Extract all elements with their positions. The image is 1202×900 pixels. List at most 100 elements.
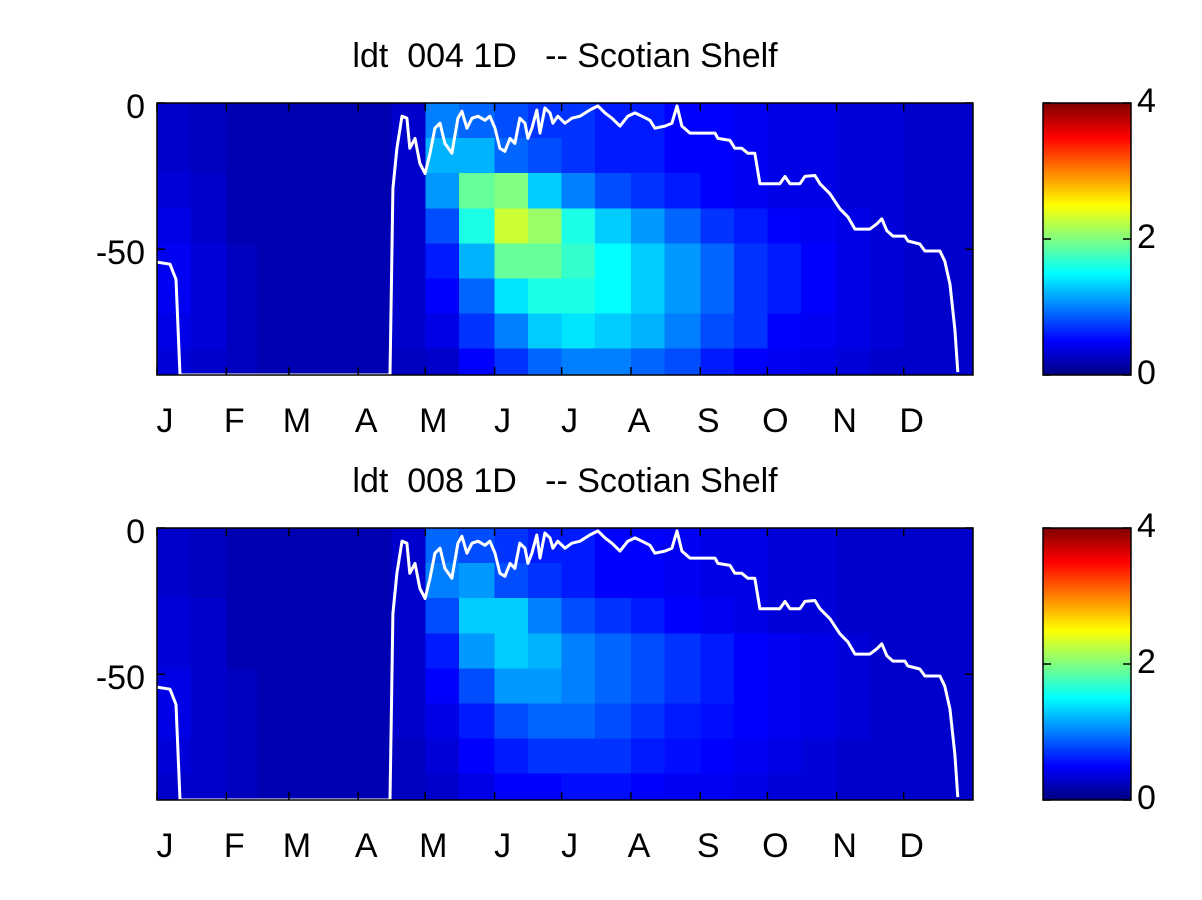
heatmap-cell	[561, 668, 596, 704]
heatmap-cell	[700, 138, 735, 174]
heatmap-cell	[561, 633, 596, 669]
y-tick-label: -50	[96, 234, 145, 272]
heatmap-cell	[700, 278, 735, 315]
heatmap-cell	[767, 668, 802, 704]
heatmap-cell	[903, 243, 938, 279]
heatmap-cell	[836, 278, 871, 315]
heatmap-cell	[257, 103, 290, 139]
heatmap-cell	[630, 138, 665, 174]
heatmap-cell	[767, 138, 802, 174]
heatmap-cell	[257, 313, 290, 350]
heatmap-cell	[836, 173, 871, 209]
heatmap-cell	[767, 773, 802, 801]
heatmap-cell	[288, 563, 323, 599]
heatmap-cell	[870, 773, 905, 801]
x-tick-label: J	[494, 827, 511, 865]
heatmap-cell	[836, 563, 871, 599]
heatmap-cell	[157, 738, 192, 775]
heatmap-cell	[528, 138, 563, 174]
heatmap-cell	[870, 243, 905, 279]
heatmap-cell	[595, 243, 632, 279]
heatmap-cell	[226, 313, 259, 350]
heatmap-cell	[288, 703, 323, 740]
heatmap-cell	[226, 633, 259, 669]
heatmap-cell	[226, 528, 259, 564]
x-tick-label: D	[899, 402, 924, 440]
x-tick-label: J	[157, 402, 174, 440]
x-tick-label: A	[628, 827, 651, 865]
heatmap-cell	[903, 173, 938, 209]
heatmap-cell	[700, 313, 735, 350]
heatmap-cell	[322, 668, 359, 704]
x-tick-label: S	[697, 827, 720, 865]
heatmap-cell	[425, 738, 460, 775]
heatmap-cell	[733, 243, 768, 279]
heatmap-cell	[595, 313, 632, 350]
heatmap-cell	[767, 703, 802, 740]
heatmap-cell	[458, 313, 496, 350]
heatmap-cell	[358, 208, 393, 244]
heatmap-cell	[903, 278, 938, 315]
chart-title: ldt 004 1D -- Scotian Shelf	[352, 37, 778, 75]
heatmap-cell	[800, 103, 838, 139]
heatmap-cell	[800, 738, 838, 775]
heatmap-cell	[800, 703, 838, 740]
heatmap-cell	[870, 703, 905, 740]
heatmap-cell	[391, 243, 426, 279]
heatmap-cell	[700, 208, 735, 244]
heatmap-cell	[257, 633, 290, 669]
heatmap-cell	[800, 348, 838, 376]
heatmap-cell	[322, 208, 359, 244]
heatmap-cell	[288, 528, 323, 564]
heatmap-cell	[257, 563, 290, 599]
heatmap-cell	[700, 668, 735, 704]
heatmap-cell	[700, 773, 735, 801]
heatmap-cell	[630, 313, 665, 350]
heatmap-cell	[458, 208, 496, 244]
heatmap-cell	[903, 598, 938, 634]
heatmap-cell	[226, 598, 259, 634]
heatmap-cell	[836, 138, 871, 174]
heatmap-cell	[700, 738, 735, 775]
colorbar-tick-label: 0	[1137, 779, 1156, 817]
heatmap-cell	[358, 243, 393, 279]
heatmap-cell	[870, 738, 905, 775]
heatmap-cell	[767, 528, 802, 564]
heatmap-cell	[226, 138, 259, 174]
heatmap-cell	[358, 598, 393, 634]
heatmap-cell	[425, 668, 460, 704]
heatmap-cell	[561, 173, 596, 209]
heatmap-cell	[664, 703, 701, 740]
heatmap-cell	[836, 773, 871, 801]
heatmap-cell	[630, 278, 665, 315]
heatmap-cell	[391, 598, 426, 634]
heatmap-cell	[561, 773, 596, 801]
heatmap-cell	[767, 103, 802, 139]
heatmap-cell	[836, 598, 871, 634]
heatmap-cell	[937, 598, 974, 634]
heatmap-cell	[561, 243, 596, 279]
heatmap-cell	[630, 773, 665, 801]
heatmap-cell	[157, 348, 192, 376]
heatmap-cell	[836, 243, 871, 279]
heatmap-cell	[226, 243, 259, 279]
heatmap-cell	[226, 773, 259, 801]
heatmap-cell	[322, 633, 359, 669]
heatmap-cell	[494, 348, 529, 376]
heatmap-cell	[800, 668, 838, 704]
heatmap-cell	[458, 278, 496, 315]
heatmap-cell	[358, 313, 393, 350]
heatmap-cell	[257, 528, 290, 564]
x-tick-label: M	[419, 827, 447, 865]
heatmap-cell	[561, 563, 596, 599]
heatmap-cell	[257, 773, 290, 801]
heatmap-cell	[700, 598, 735, 634]
heatmap-cell	[937, 563, 974, 599]
heatmap-cell	[358, 173, 393, 209]
heatmap-cell	[733, 563, 768, 599]
x-tick-label: D	[899, 827, 924, 865]
heatmap-cell	[800, 138, 838, 174]
heatmap-cell	[322, 278, 359, 315]
heatmap-cell	[528, 738, 563, 775]
heatmap-cell	[767, 633, 802, 669]
